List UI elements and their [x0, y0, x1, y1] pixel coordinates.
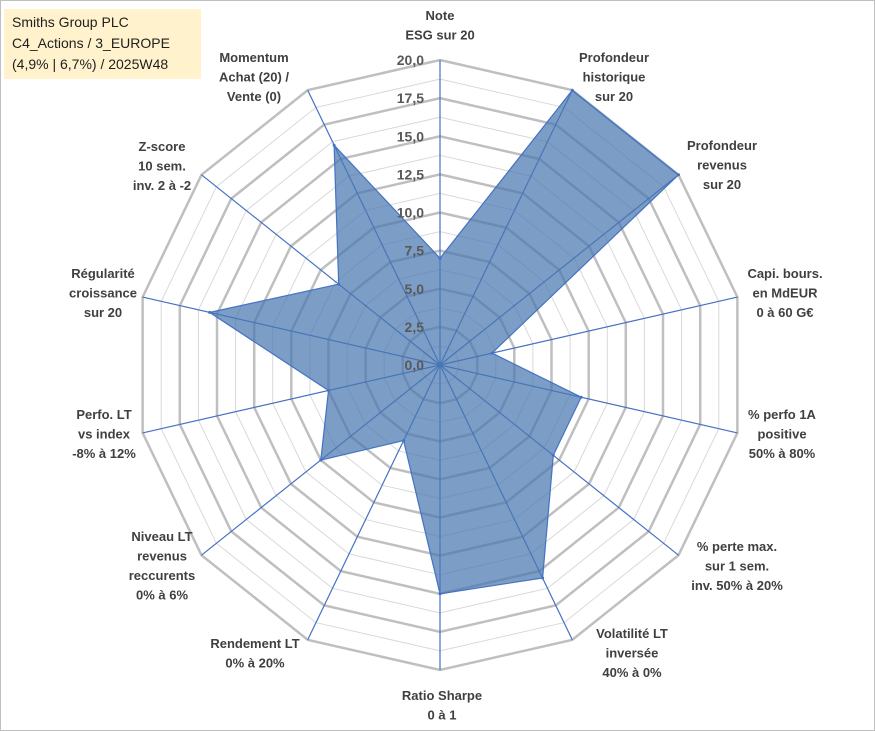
axis-label: Volatilité LT inversée 40% à 0% — [596, 626, 668, 680]
axis-label-line: 40% à 0% — [602, 665, 662, 680]
axis-label-line: Régularité — [71, 266, 135, 281]
axis-label-line: Rendement LT — [210, 636, 299, 651]
axis-label: Niveau LT revenus reccurents 0% à 6% — [129, 529, 195, 603]
axis-label-line: inv. 50% à 20% — [691, 578, 783, 593]
axis-label-line: sur 1 sem. — [705, 559, 769, 574]
axis-label-line: Profondeur — [579, 50, 649, 65]
axis-label-line: % perfo 1A — [748, 407, 817, 422]
tick-label: 15,0 — [397, 128, 424, 144]
axis-label-line: Achat (20) / — [219, 70, 289, 85]
series-point — [332, 143, 336, 147]
axis-label: Ratio Sharpe 0 à 1 — [402, 688, 482, 723]
series-point — [490, 351, 494, 355]
series-point — [551, 453, 555, 457]
axis-label-line: ESG sur 20 — [405, 28, 474, 43]
tick-label: 20,0 — [397, 52, 424, 68]
series-point — [327, 389, 330, 392]
axis-label-line: sur 20 — [703, 177, 741, 192]
axis-label-line: Capi. bours. — [747, 266, 822, 281]
tick-label: 5,0 — [405, 281, 425, 297]
axis-label: % perfo 1A positive 50% à 80% — [748, 407, 817, 461]
axis-label-line: revenus — [137, 549, 187, 564]
series-point — [438, 592, 442, 596]
axis-label-line: croissance — [69, 286, 137, 301]
radar-axis-labels: Note ESG sur 20 Profondeur historique sur 20… — [69, 8, 823, 723]
tick-label: 17,5 — [397, 90, 424, 106]
axis-label-line: inv. 2 à -2 — [133, 178, 191, 193]
chart-title-box: Smiths Group PLC C4_Actions / 3_EUROPE (… — [4, 9, 201, 79]
axis-label: Régularité croissance sur 20 — [69, 266, 137, 320]
axis-label: Perfo. LT vs index -8% à 12% — [72, 407, 136, 461]
axis-label: Z-score 10 sem. inv. 2 à -2 — [133, 139, 191, 193]
axis-label: Capi. bours. en MdEUR 0 à 60 G€ — [747, 266, 822, 320]
tick-label: 12,5 — [397, 166, 424, 182]
series-point — [402, 439, 406, 443]
chart-title-period: (4,9% | 6,7%) / 2025W48 — [12, 56, 169, 72]
series-area — [208, 89, 680, 595]
axis-label: Profondeur historique sur 20 — [579, 50, 649, 104]
axis-label-line: 0 à 1 — [428, 708, 457, 723]
radar-tick-labels: 0,0 2,5 5,0 7,5 10,0 12,5 15,0 17,5 20,0 — [397, 52, 424, 373]
radar-series — [208, 88, 680, 596]
axis-label-line: Niveau LT — [131, 529, 192, 544]
axis-label-line: 0% à 6% — [136, 588, 188, 603]
axis-label: Note ESG sur 20 — [405, 8, 474, 43]
axis-label-line: Note — [426, 8, 455, 23]
axis-label-line: inversée — [606, 646, 659, 661]
axis-label-line: Momentum — [219, 50, 288, 65]
series-point — [208, 310, 212, 314]
axis-label-line: en MdEUR — [753, 286, 819, 301]
axis-label-line: 10 sem. — [138, 159, 186, 174]
series-point — [438, 256, 442, 260]
axis-label-line: 50% à 80% — [749, 446, 816, 461]
axis-label-line: sur 20 — [595, 89, 633, 104]
axis-label-line: 0 à 60 G€ — [756, 305, 813, 320]
axis-label-line: 0% à 20% — [225, 656, 285, 671]
tick-label: 10,0 — [397, 205, 424, 221]
axis-label-line: reccurents — [129, 568, 195, 583]
axis-label-line: -8% à 12% — [72, 446, 136, 461]
tick-label: 2,5 — [405, 319, 425, 335]
axis-label: Momentum Achat (20) / Vente (0) — [219, 50, 289, 104]
chart-title-company: Smiths Group PLC — [12, 14, 129, 30]
series-point — [570, 88, 574, 92]
series-point — [319, 458, 323, 462]
axis-label-line: Vente (0) — [227, 89, 281, 104]
axis-label: % perte max. sur 1 sem. inv. 50% à 20% — [691, 539, 783, 593]
chart-title-category: C4_Actions / 3_EUROPE — [12, 35, 170, 51]
axis-label-line: Perfo. LT — [76, 407, 131, 422]
series-point — [677, 173, 680, 177]
tick-label: 0,0 — [405, 357, 425, 373]
axis-label-line: % perte max. — [697, 539, 777, 554]
series-point — [579, 395, 583, 399]
axis-label-line: vs index — [78, 427, 131, 442]
axis-label-line: historique — [583, 70, 646, 85]
axis-label: Profondeur revenus sur 20 — [687, 138, 757, 192]
axis-label-line: Profondeur — [687, 138, 757, 153]
series-point — [337, 282, 341, 286]
series-point — [541, 576, 545, 580]
tick-label: 7,5 — [405, 243, 425, 259]
axis-label-line: positive — [757, 427, 806, 442]
axis-label-line: sur 20 — [84, 305, 122, 320]
axis-label-line: revenus — [697, 158, 747, 173]
axis-label-line: Ratio Sharpe — [402, 688, 482, 703]
axis-label: Rendement LT 0% à 20% — [210, 636, 299, 671]
axis-label-line: Volatilité LT — [596, 626, 668, 641]
axis-label-line: Z-score — [139, 139, 186, 154]
